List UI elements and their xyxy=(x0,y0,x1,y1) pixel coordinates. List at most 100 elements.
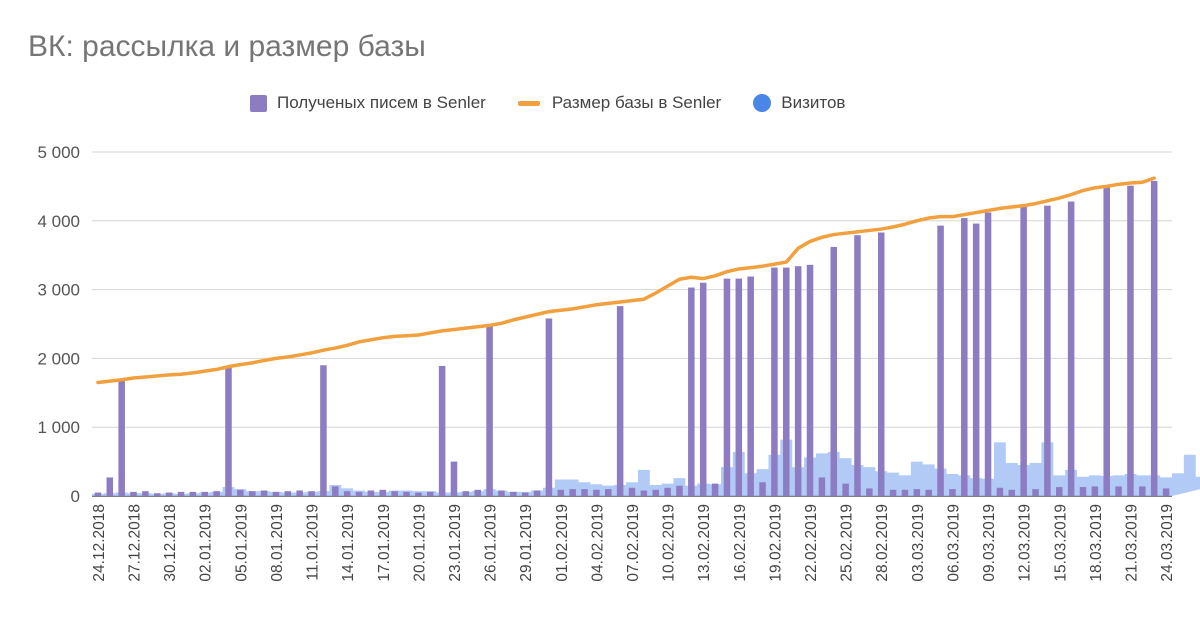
letters-bar[interactable] xyxy=(747,276,754,496)
legend-label-letters: Полученых писем в Senler xyxy=(277,93,486,112)
letters-bar[interactable] xyxy=(830,246,838,496)
letters-bar[interactable] xyxy=(901,489,909,496)
letters-bar[interactable] xyxy=(783,267,790,496)
letters-bar[interactable] xyxy=(296,490,303,496)
letters-bar[interactable] xyxy=(415,492,422,496)
letters-bar[interactable] xyxy=(260,490,268,496)
letters-bar[interactable] xyxy=(616,306,624,496)
letters-bar[interactable] xyxy=(1067,201,1075,496)
legend-item-letters[interactable]: Полученых писем в Senler xyxy=(250,93,486,113)
letters-bar[interactable] xyxy=(771,267,778,496)
letters-bar[interactable] xyxy=(284,491,292,496)
letters-bar[interactable] xyxy=(1044,205,1051,496)
letters-bar[interactable] xyxy=(605,489,612,496)
letters-bar[interactable] xyxy=(189,491,197,496)
letters-bar[interactable] xyxy=(842,483,849,496)
letters-bar[interactable] xyxy=(308,491,315,496)
letters-bar[interactable] xyxy=(854,235,861,497)
letters-bar[interactable] xyxy=(652,489,659,496)
letters-bar[interactable] xyxy=(177,491,185,496)
letters-bar[interactable] xyxy=(1115,486,1122,496)
letters-bar[interactable] xyxy=(391,491,398,496)
letters-bar[interactable] xyxy=(759,482,766,496)
letters-bar[interactable] xyxy=(1032,489,1039,496)
letters-bar[interactable] xyxy=(106,477,114,496)
letters-bar[interactable] xyxy=(521,492,529,496)
letters-bar[interactable] xyxy=(130,491,137,496)
letters-bar[interactable] xyxy=(925,489,932,496)
letters-bar[interactable] xyxy=(972,223,980,496)
letters-bar[interactable] xyxy=(237,489,244,496)
letters-bar[interactable] xyxy=(332,486,339,496)
letters-bar[interactable] xyxy=(272,491,280,496)
letters-bar[interactable] xyxy=(866,488,873,496)
letters-bar[interactable] xyxy=(1127,185,1134,496)
letters-bar[interactable] xyxy=(877,232,885,496)
letters-bar[interactable] xyxy=(225,366,232,496)
letters-bar[interactable] xyxy=(794,266,802,496)
y-tick-label: 1 000 xyxy=(37,418,80,437)
letters-bar[interactable] xyxy=(711,483,719,496)
letters-bar[interactable] xyxy=(379,489,387,496)
letters-bar[interactable] xyxy=(961,218,968,496)
letters-bar[interactable] xyxy=(474,489,481,496)
letters-bar[interactable] xyxy=(367,490,375,496)
letters-bar[interactable] xyxy=(438,365,446,496)
letters-bar[interactable] xyxy=(154,493,161,496)
letters-bar[interactable] xyxy=(937,225,944,496)
letters-bar[interactable] xyxy=(676,485,683,496)
letters-bar[interactable] xyxy=(533,490,541,496)
legend-item-base-size[interactable]: Размер базы в Senler xyxy=(517,93,721,113)
letters-bar[interactable] xyxy=(248,491,256,496)
letters-bar[interactable] xyxy=(1008,489,1016,496)
letters-bar[interactable] xyxy=(699,282,707,496)
letters-bar[interactable] xyxy=(593,489,600,496)
letters-bar[interactable] xyxy=(142,491,149,496)
letters-bar[interactable] xyxy=(343,491,351,496)
letters-bar[interactable] xyxy=(545,318,553,496)
letters-bar[interactable] xyxy=(688,287,695,496)
legend-item-visits[interactable]: Визитов xyxy=(753,93,845,113)
letters-bar[interactable] xyxy=(949,489,956,496)
letters-bar[interactable] xyxy=(320,365,327,496)
letters-bar[interactable] xyxy=(94,492,102,496)
letters-bar[interactable] xyxy=(640,490,648,496)
letters-bar[interactable] xyxy=(889,489,897,496)
letters-bar[interactable] xyxy=(213,491,220,496)
letters-bar[interactable] xyxy=(1139,486,1146,496)
letters-bar[interactable] xyxy=(510,491,517,496)
letters-bar[interactable] xyxy=(1020,207,1027,497)
letters-bar[interactable] xyxy=(1103,187,1110,496)
letters-bar[interactable] xyxy=(1055,487,1063,496)
letters-bar[interactable] xyxy=(735,278,743,496)
base-size-line[interactable] xyxy=(96,176,1156,385)
letters-bar[interactable] xyxy=(403,491,410,496)
letters-bar[interactable] xyxy=(450,461,458,496)
letters-bar[interactable] xyxy=(165,492,173,496)
letters-bar-series xyxy=(94,180,1170,497)
letters-bar[interactable] xyxy=(426,491,434,496)
letters-bar[interactable] xyxy=(118,380,125,496)
letters-bar[interactable] xyxy=(818,477,826,496)
letters-bar[interactable] xyxy=(664,487,671,496)
letters-bar[interactable] xyxy=(723,278,731,496)
letters-bar[interactable] xyxy=(1150,180,1158,496)
letters-bar[interactable] xyxy=(486,325,493,496)
letters-bar[interactable] xyxy=(996,487,1004,496)
letters-bar[interactable] xyxy=(1162,488,1170,496)
letters-bar[interactable] xyxy=(355,491,363,496)
letters-bar[interactable] xyxy=(462,491,470,496)
x-tick-label: 10.02.2019 xyxy=(661,504,678,582)
x-axis-ticks: 24.12.2018 27.12.2018 30.12.2018 02.01.2019… xyxy=(91,504,1176,582)
letters-bar[interactable] xyxy=(581,489,588,496)
letters-bar[interactable] xyxy=(1091,486,1099,496)
letters-bar[interactable] xyxy=(913,489,921,496)
letters-bar[interactable] xyxy=(557,489,565,496)
letters-bar[interactable] xyxy=(984,212,992,496)
letters-bar[interactable] xyxy=(806,264,814,496)
letters-bar[interactable] xyxy=(201,491,209,496)
letters-bar[interactable] xyxy=(569,489,576,496)
letters-bar[interactable] xyxy=(498,490,505,496)
letters-bar[interactable] xyxy=(1079,487,1087,496)
letters-bar[interactable] xyxy=(628,487,636,496)
